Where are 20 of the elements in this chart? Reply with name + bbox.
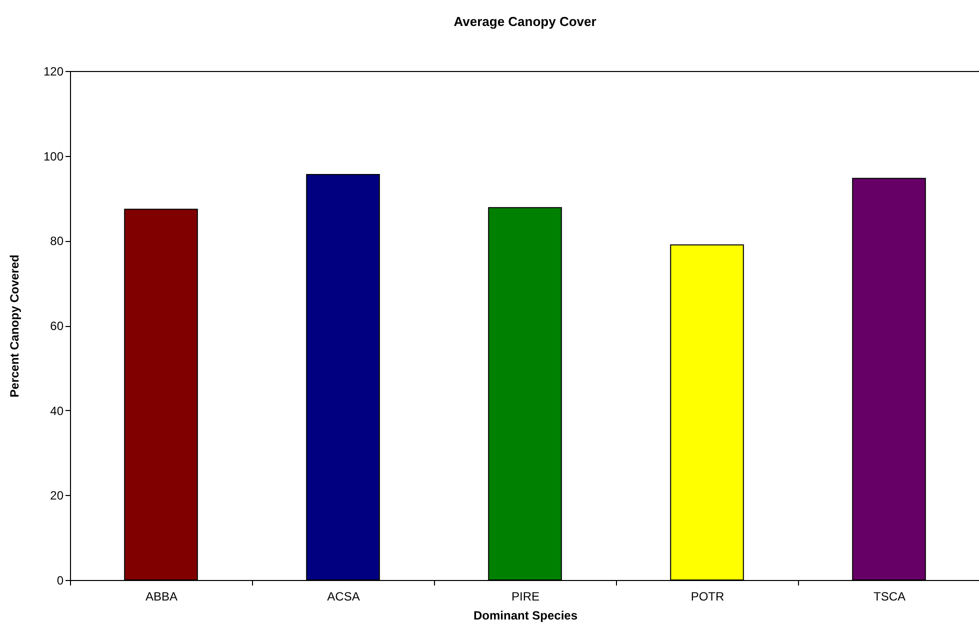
y-axis-title: Percent Canopy Covered — [7, 254, 22, 398]
y-tick-label: 60 — [50, 319, 64, 333]
y-tick-label: 40 — [50, 404, 64, 418]
x-tick-label: ABBA — [145, 590, 178, 604]
x-tick-label: PIRE — [511, 590, 540, 604]
bar — [124, 208, 198, 580]
y-tick-label: 80 — [50, 234, 64, 248]
bar — [306, 174, 380, 580]
y-tick-label: 100 — [43, 149, 64, 164]
chart-title: Average Canopy Cover — [454, 14, 596, 29]
y-tick-label: 20 — [50, 488, 64, 503]
y-tick-label: 0 — [56, 574, 64, 588]
bar — [488, 207, 562, 580]
x-axis-title: Dominant Species — [473, 608, 578, 622]
y-tick-label: 120 — [43, 64, 64, 78]
x-tick-label: ACSA — [327, 590, 360, 604]
bar — [852, 178, 926, 580]
x-tick-label: TSCA — [873, 590, 906, 604]
bar — [670, 244, 744, 580]
x-tick-label: POTR — [690, 590, 724, 604]
